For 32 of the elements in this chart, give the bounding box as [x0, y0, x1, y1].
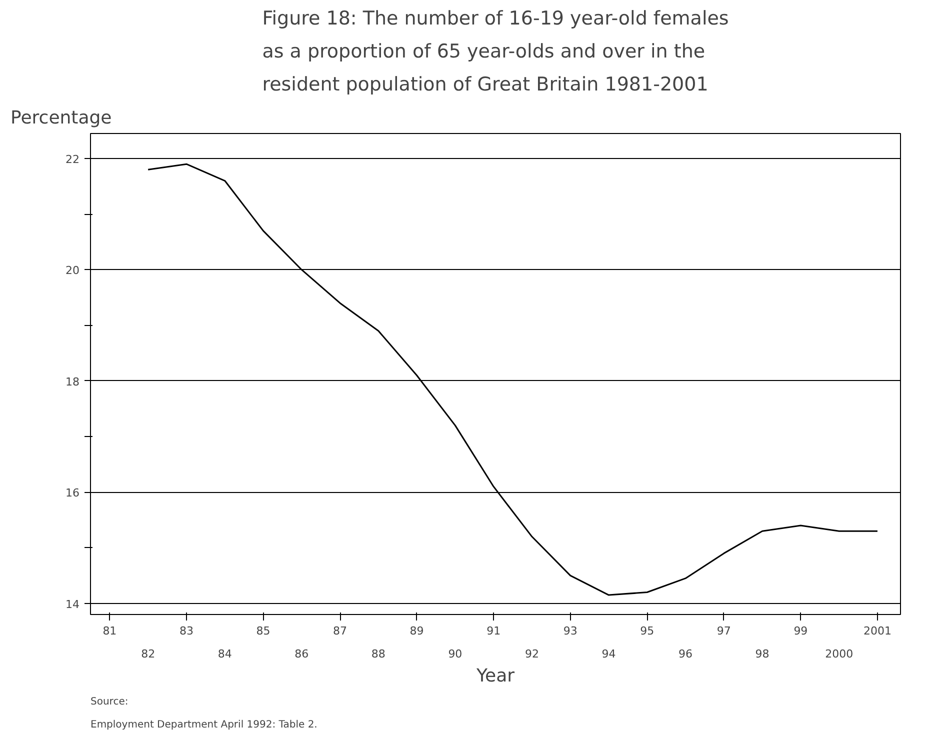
x-tick-label: 96 — [678, 648, 693, 660]
x-tick-label: 88 — [371, 648, 386, 660]
x-tick-label: 91 — [486, 624, 501, 638]
x-tick-label: 92 — [524, 648, 539, 660]
x-tick-label: 90 — [448, 648, 462, 660]
x-tick-label: 85 — [256, 624, 270, 638]
source-note: Source: — [90, 696, 128, 708]
x-tick-label: 94 — [602, 648, 616, 660]
x-tick-label: 2000 — [825, 648, 854, 660]
y-tick-label: 18 — [66, 375, 80, 388]
x-tick-label: 86 — [294, 648, 309, 660]
x-tick-label: 84 — [218, 648, 232, 660]
chart-title: Figure 18: The number of 16-19 year-old females as a proportion of 65 year-olds and over in the resident population of Great Britain 1981-2001 — [262, 8, 729, 96]
y-axis-title: Percentage — [10, 108, 112, 128]
x-tick-label: 93 — [563, 624, 578, 638]
x-tick-label: 83 — [179, 624, 194, 638]
text: Employment Department April 1992: Table 2. — [90, 720, 318, 730]
y-tick-label: 20 — [66, 264, 80, 278]
line-series — [147, 163, 878, 596]
x-tick-label: 98 — [755, 648, 770, 660]
y-tick-label: 16 — [66, 486, 80, 500]
x-tick-label: 81 — [102, 624, 117, 638]
x-tick-label: 97 — [716, 624, 731, 638]
x-tick-label: 87 — [333, 624, 348, 638]
x-tick-label: 82 — [141, 648, 156, 660]
x-tick-label: 2001 — [863, 624, 892, 638]
x-tick-label: 99 — [794, 624, 808, 638]
x-axis-title: Year — [475, 666, 516, 686]
y-tick-label: 22 — [66, 153, 80, 166]
x-tick-label: 89 — [410, 624, 424, 638]
y-tick-label: 14 — [66, 598, 80, 611]
x-tick-label: 95 — [640, 624, 654, 638]
